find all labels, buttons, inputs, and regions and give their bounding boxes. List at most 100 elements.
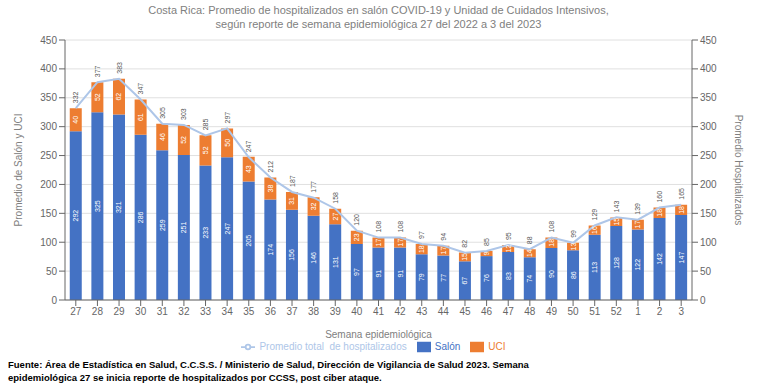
- svg-text:50: 50: [224, 139, 231, 147]
- svg-text:297: 297: [224, 112, 231, 124]
- svg-text:52: 52: [94, 93, 101, 101]
- svg-text:91: 91: [397, 270, 404, 278]
- svg-text:38: 38: [267, 184, 274, 192]
- svg-text:200: 200: [40, 179, 57, 190]
- svg-text:150: 150: [700, 208, 717, 219]
- svg-text:51: 51: [589, 306, 601, 317]
- svg-text:82: 82: [461, 240, 468, 248]
- svg-text:0: 0: [700, 295, 706, 306]
- svg-text:212: 212: [267, 161, 274, 173]
- svg-text:400: 400: [700, 63, 717, 74]
- svg-text:120: 120: [353, 214, 360, 226]
- svg-text:15: 15: [461, 253, 468, 261]
- svg-text:2: 2: [657, 306, 663, 317]
- svg-text:17: 17: [397, 239, 404, 247]
- svg-text:39: 39: [330, 306, 342, 317]
- svg-text:450: 450: [700, 35, 717, 46]
- svg-text:142: 142: [656, 253, 663, 265]
- svg-text:160: 160: [656, 191, 663, 203]
- svg-text:325: 325: [94, 200, 101, 212]
- svg-text:83: 83: [505, 272, 512, 280]
- svg-text:300: 300: [40, 121, 57, 132]
- svg-text:52: 52: [611, 306, 623, 317]
- svg-text:233: 233: [202, 227, 209, 239]
- svg-text:52: 52: [180, 136, 187, 144]
- svg-text:33: 33: [200, 306, 212, 317]
- svg-text:347: 347: [137, 83, 144, 95]
- svg-text:350: 350: [40, 92, 57, 103]
- svg-text:50: 50: [700, 266, 712, 277]
- svg-text:97: 97: [353, 268, 360, 276]
- svg-text:50: 50: [568, 306, 580, 317]
- svg-text:250: 250: [700, 150, 717, 161]
- svg-text:15: 15: [613, 218, 620, 226]
- svg-text:13: 13: [570, 243, 577, 251]
- svg-text:165: 165: [678, 188, 685, 200]
- svg-text:400: 400: [40, 63, 57, 74]
- svg-text:292: 292: [72, 210, 79, 222]
- svg-text:28: 28: [92, 306, 104, 317]
- svg-text:95: 95: [505, 232, 512, 240]
- svg-text:Promedio Hospitalizados: Promedio Hospitalizados: [733, 115, 744, 226]
- svg-text:247: 247: [245, 141, 252, 153]
- svg-text:88: 88: [526, 236, 533, 244]
- svg-text:14: 14: [526, 249, 533, 257]
- svg-text:16: 16: [591, 226, 598, 234]
- svg-text:29: 29: [113, 306, 125, 317]
- svg-text:250: 250: [40, 150, 57, 161]
- svg-text:108: 108: [375, 221, 382, 233]
- svg-text:156: 156: [288, 249, 295, 261]
- svg-text:3: 3: [678, 306, 684, 317]
- svg-text:27: 27: [70, 306, 82, 317]
- svg-text:147: 147: [678, 252, 685, 264]
- svg-text:18: 18: [548, 239, 555, 247]
- svg-text:67: 67: [461, 277, 468, 285]
- svg-text:259: 259: [159, 219, 166, 231]
- svg-text:32: 32: [178, 306, 190, 317]
- svg-text:44: 44: [438, 306, 450, 317]
- svg-text:100: 100: [700, 237, 717, 248]
- svg-text:46: 46: [481, 306, 493, 317]
- svg-text:40: 40: [351, 306, 363, 317]
- svg-text:30: 30: [135, 306, 147, 317]
- svg-text:187: 187: [289, 175, 296, 187]
- svg-text:332: 332: [72, 91, 79, 103]
- svg-text:37: 37: [286, 306, 298, 317]
- svg-text:62: 62: [115, 93, 122, 101]
- svg-text:47: 47: [503, 306, 515, 317]
- svg-text:34: 34: [222, 306, 234, 317]
- svg-text:42: 42: [395, 306, 407, 317]
- svg-text:79: 79: [418, 273, 425, 281]
- svg-text:18: 18: [678, 206, 685, 214]
- svg-text:90: 90: [548, 270, 555, 278]
- svg-text:17: 17: [634, 221, 641, 229]
- svg-text:143: 143: [613, 201, 620, 213]
- svg-text:85: 85: [483, 238, 490, 246]
- svg-text:40: 40: [72, 116, 79, 124]
- svg-text:0: 0: [51, 295, 57, 306]
- svg-text:108: 108: [397, 221, 404, 233]
- svg-text:12: 12: [505, 245, 512, 253]
- svg-text:9: 9: [483, 251, 490, 255]
- svg-text:27: 27: [332, 213, 339, 221]
- svg-text:122: 122: [634, 259, 641, 271]
- svg-text:17: 17: [375, 239, 382, 247]
- svg-text:305: 305: [159, 107, 166, 119]
- svg-text:247: 247: [224, 223, 231, 235]
- svg-text:150: 150: [40, 208, 57, 219]
- svg-text:129: 129: [591, 209, 598, 221]
- svg-text:43: 43: [416, 306, 428, 317]
- svg-text:Promedio de Salón y UCI: Promedio de Salón y UCI: [13, 114, 24, 227]
- svg-text:18: 18: [656, 209, 663, 217]
- svg-text:285: 285: [202, 119, 209, 131]
- svg-text:131: 131: [332, 256, 339, 268]
- svg-text:17: 17: [440, 247, 447, 255]
- svg-text:43: 43: [245, 165, 252, 173]
- svg-text:18: 18: [418, 245, 425, 253]
- svg-text:74: 74: [526, 275, 533, 283]
- svg-text:158: 158: [332, 192, 339, 204]
- svg-text:139: 139: [634, 203, 641, 215]
- svg-text:32: 32: [310, 202, 317, 210]
- svg-text:76: 76: [483, 274, 490, 282]
- svg-text:146: 146: [310, 252, 317, 264]
